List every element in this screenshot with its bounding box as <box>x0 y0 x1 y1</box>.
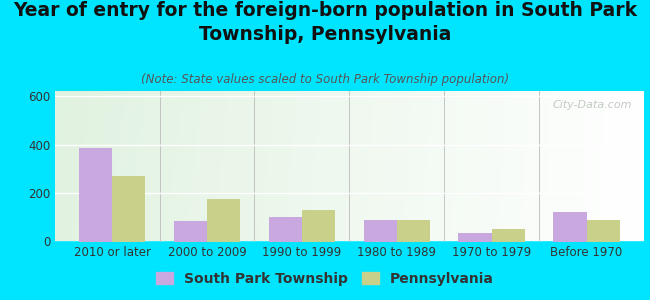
Bar <box>491 230 525 242</box>
Bar <box>302 210 335 242</box>
Text: Year of entry for the foreign-born population in South Park
Township, Pennsylvan: Year of entry for the foreign-born popul… <box>13 2 637 44</box>
Bar <box>268 217 302 242</box>
Bar <box>363 220 396 242</box>
Bar <box>207 199 240 242</box>
Bar <box>112 176 146 242</box>
Bar <box>396 220 430 242</box>
Bar <box>553 212 586 242</box>
Legend: South Park Township, Pennsylvania: South Park Township, Pennsylvania <box>151 266 499 292</box>
Bar <box>174 221 207 242</box>
Text: City-Data.com: City-Data.com <box>552 100 632 110</box>
Text: (Note: State values scaled to South Park Township population): (Note: State values scaled to South Park… <box>141 74 509 86</box>
Bar <box>79 148 112 242</box>
Bar <box>586 220 620 242</box>
Bar <box>458 233 491 242</box>
